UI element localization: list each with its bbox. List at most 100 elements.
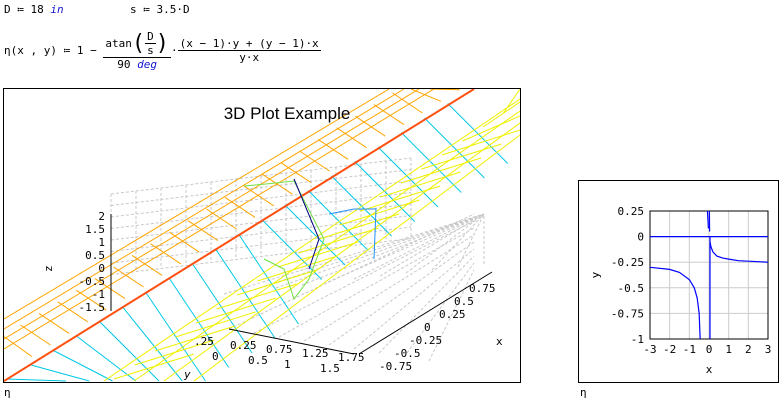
surface-upper-cross <box>299 150 330 172</box>
surface-upper-cross <box>392 92 423 114</box>
x-tick-label: 1 <box>725 343 732 356</box>
surface-upper-cross <box>243 185 274 207</box>
x-axis <box>358 271 493 355</box>
surface-upper-cross <box>224 196 256 218</box>
surface-upper-cross <box>410 89 442 102</box>
plot-3d[interactable]: 2 1.5 1 0.5 0 -0.5 -1 -1.5 z .25 0 0.25 0.5 0.75 1 1.25… <box>3 88 521 383</box>
surface-lower-cross <box>175 311 256 338</box>
y-tick-label: 0 <box>637 231 644 244</box>
surface-lower-cross <box>154 325 236 352</box>
surface-wall-line <box>214 248 276 339</box>
y-axis <box>228 328 355 355</box>
surface-ridge-line <box>4 89 475 382</box>
expr-den: y·x <box>239 51 260 64</box>
y-tick-label: 1.25 <box>302 347 329 360</box>
surface-upper-cross <box>76 289 107 311</box>
y-tick-label: 0.5 <box>248 354 268 367</box>
back-grid-line <box>110 192 412 229</box>
surface-lower-cross <box>400 157 482 184</box>
surface-center-line <box>293 178 320 270</box>
surface-wall-line <box>307 190 369 251</box>
y-tick-label: -1 <box>631 333 644 346</box>
y-tick-label: 0.75 <box>266 343 293 356</box>
surface-lower-cross <box>298 227 379 254</box>
surface-upper-cross <box>150 243 181 265</box>
x-axis-label: x <box>706 363 713 376</box>
surface-upper-cross <box>20 324 51 346</box>
z-tick-label: 1.5 <box>85 223 105 236</box>
surface-lower-cross <box>257 255 338 282</box>
surface-wall-line <box>98 320 160 382</box>
z-tick-label: 0.5 <box>85 249 105 262</box>
atan: atan <box>105 37 132 50</box>
floor-grid-line <box>303 234 475 342</box>
plot-area <box>649 210 769 340</box>
surface-wall-line <box>284 204 346 266</box>
surface-upper-cross <box>355 115 386 137</box>
surface-upper-cross <box>262 173 293 195</box>
x-tick-label: -3 <box>643 343 656 356</box>
surface-lower-cross <box>236 269 318 296</box>
y-tick-label: 1.5 <box>320 362 340 375</box>
surface-wall-line <box>354 161 416 222</box>
back-grid-line <box>110 180 412 218</box>
expr-num: (x − 1)·y + (y − 1)·x <box>177 37 321 51</box>
y-tick-label: .25 <box>194 335 214 348</box>
surface-lower-cross <box>482 101 520 128</box>
x-tick-label: 0 <box>706 343 713 356</box>
surface-upper-cross <box>113 266 144 288</box>
plot-2d[interactable]: -3 -2 -1 0 1 2 3 0.25 0 -0.25 -0.5 -0.75 -1 x y <box>578 180 779 383</box>
plot-2d-caption: η <box>580 386 587 399</box>
x-tick-label: 2 <box>745 343 752 356</box>
y-tick-label: 0.25 <box>618 205 645 218</box>
function-lhs: η(x , y) <box>4 44 57 57</box>
y-tick-label: -0.5 <box>618 282 645 295</box>
surface-lower-cross <box>441 129 520 156</box>
y-axis-label: y <box>183 368 191 381</box>
y-tick-label: 1.75 <box>338 351 365 364</box>
unit: in <box>50 3 64 16</box>
floor-grid-line <box>301 213 485 286</box>
x-tick-label: -1 <box>683 343 696 356</box>
expr: 3.5·D <box>156 3 190 16</box>
surface-wall-line <box>75 335 137 382</box>
z-tick-label: 2 <box>98 210 105 223</box>
plot-3d-title: 3D Plot Example <box>223 104 351 123</box>
expr-fraction: (x − 1)·y + (y − 1)·x y·x <box>177 37 321 64</box>
surface-lower-line <box>103 98 520 382</box>
z-tick-label: 0 <box>98 262 105 275</box>
floor-grid-line <box>428 269 475 362</box>
dot: · <box>170 44 178 57</box>
plot-3d-caption: η <box>4 386 11 399</box>
def-D[interactable]: D ≔ 18 in <box>4 3 64 16</box>
z-tick-label: -1.5 <box>79 301 106 314</box>
surface-center-line <box>328 208 377 260</box>
surface-lower-cross <box>134 339 215 366</box>
surface-upper-line <box>4 89 390 320</box>
z-tick-label: -1 <box>92 288 105 301</box>
surface-lower-cross <box>503 89 520 114</box>
z-axis-label: z <box>42 265 55 272</box>
x-tick-label: 0.75 <box>469 282 496 295</box>
y-tick-label: 0 <box>212 350 219 363</box>
floor-grid-line <box>249 213 485 292</box>
floor-grid-line <box>223 213 485 295</box>
surface-lower-cross <box>318 213 400 240</box>
back-grid-line <box>110 157 412 195</box>
series-line <box>706 210 710 229</box>
floor-grid-line <box>353 213 485 280</box>
y-axis-label: y <box>589 271 602 278</box>
surface-wall-line <box>400 132 462 193</box>
surface-lower-cross <box>380 171 461 198</box>
surface-lower-line <box>193 134 520 382</box>
den-num: 90 <box>117 58 131 71</box>
x-tick-label: 0.5 <box>454 295 474 308</box>
surface-wall-line <box>52 349 113 382</box>
z-tick-label: -0.5 <box>79 275 106 288</box>
def-s[interactable]: s ≔ 3.5·D <box>130 3 190 16</box>
y-tick-label: 0.25 <box>230 339 257 352</box>
x-tick-label: -0.25 <box>409 334 442 347</box>
value: 18 <box>30 3 44 16</box>
surface-wall-line <box>377 146 439 208</box>
